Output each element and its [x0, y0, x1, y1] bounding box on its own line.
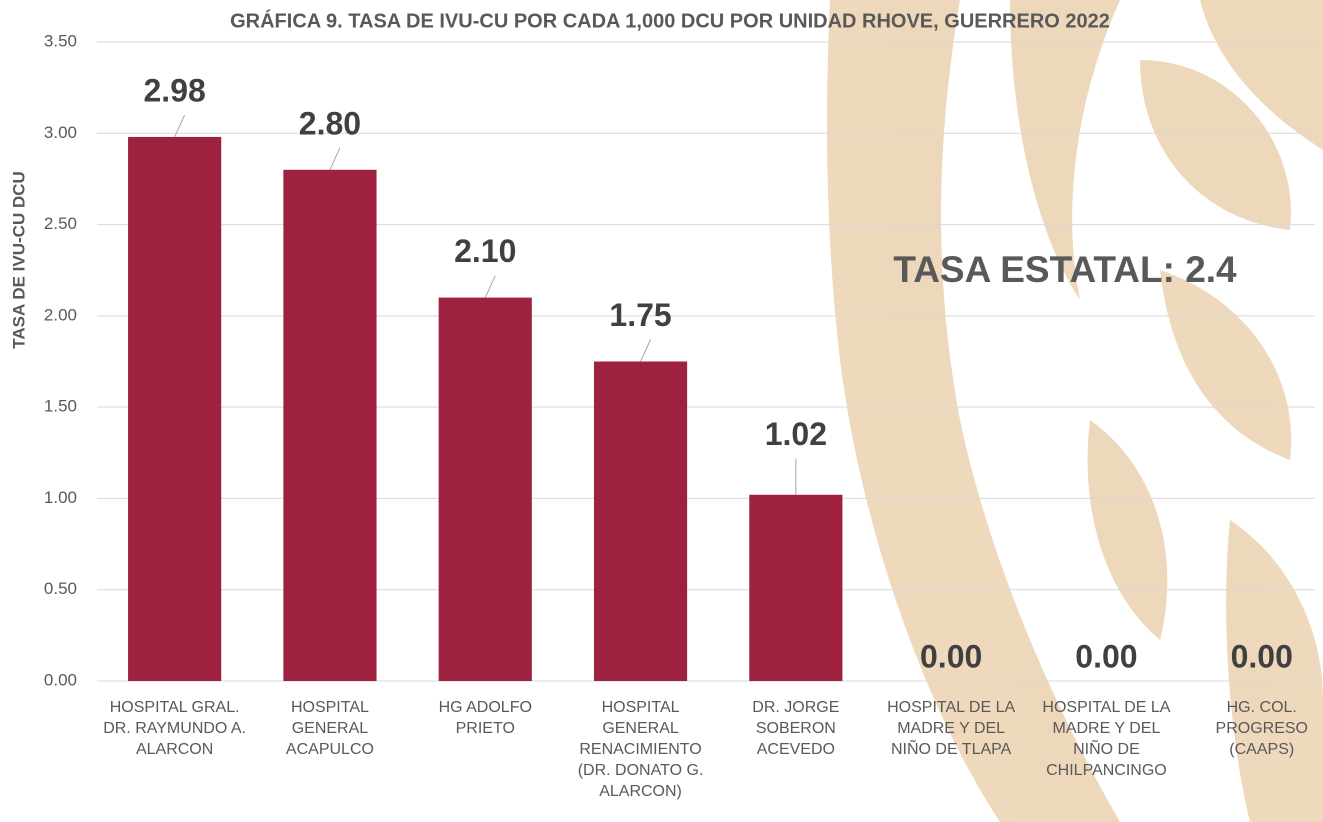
- y-axis-label: TASA DE IVU-CU DCU: [9, 171, 28, 349]
- y-tick-label: 2.00: [44, 305, 77, 324]
- value-label: 2.98: [144, 72, 206, 108]
- x-tick-label: HG. COL. PROGRESO (CAAPS): [1215, 699, 1308, 758]
- leader-line: [484, 275, 496, 298]
- y-tick-label: 3.50: [44, 31, 77, 50]
- x-tick-label: HG ADOLFO PRIETO: [438, 699, 532, 737]
- bar: [593, 361, 688, 681]
- y-tick-label: 0.50: [44, 579, 77, 598]
- bar: [749, 494, 843, 681]
- value-label: 1.75: [609, 297, 671, 333]
- leader-line: [174, 114, 186, 138]
- x-tick-label: HOSPITAL DE LA MADRE Y DEL NIÑO DE CHILP…: [1042, 699, 1171, 779]
- annotation: TASA ESTATAL: 2.4: [893, 249, 1237, 290]
- x-tick-label: HOSPITAL DE LA MADRE Y DEL NIÑO DE TLAPA: [887, 699, 1016, 758]
- value-label: 1.02: [765, 416, 827, 452]
- y-tick-label: 3.00: [44, 123, 77, 142]
- leader-line: [329, 147, 341, 171]
- leader-line: [640, 339, 652, 362]
- x-tick-label: HOSPITAL GENERAL ACAPULCO: [285, 699, 374, 758]
- y-tick-label: 0.00: [44, 670, 77, 689]
- value-label: 0.00: [920, 638, 982, 674]
- bar: [438, 297, 532, 681]
- value-label: 0.00: [1231, 638, 1293, 674]
- y-tick-label: 1.00: [44, 488, 77, 507]
- bar: [283, 169, 377, 682]
- x-tick-label: DR. JORGE SOBERON ACEVEDO: [752, 699, 840, 758]
- x-tick-label: HOSPITAL GENERAL RENACIMIENTO (DR. DONAT…: [577, 699, 704, 800]
- x-tick-label: HOSPITAL GRAL. DR. RAYMUNDO A. ALARCON: [103, 699, 247, 758]
- value-label: 2.10: [454, 233, 516, 269]
- background-decoration: [827, 0, 1323, 822]
- chart-title: GRÁFICA 9. TASA DE IVU-CU POR CADA 1,000…: [230, 9, 1110, 32]
- bar: [128, 136, 222, 682]
- y-tick-label: 1.50: [44, 397, 77, 416]
- value-label: 0.00: [1075, 638, 1137, 674]
- y-tick-label: 2.50: [44, 214, 77, 233]
- value-label: 2.80: [299, 105, 361, 141]
